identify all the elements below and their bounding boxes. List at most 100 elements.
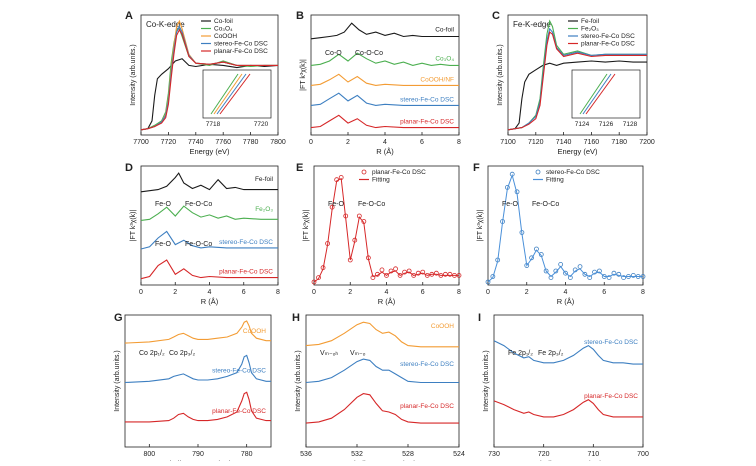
panel-h-ylabel: Intensity (arb.units.) <box>295 350 302 411</box>
panel-f: F 0 2 4 6 8 R (Å) |FT k³χ(k)| stereo-Fe-Co DSCFi… <box>473 162 646 306</box>
panel-e-ylabel: |FT k³χ(k)| <box>303 209 310 241</box>
panel-f-data-point <box>587 275 593 281</box>
panel-b-series-line <box>310 73 459 86</box>
panel-f-data-point <box>616 271 622 277</box>
panel-h-series-label: planar-Fe-Co DSC <box>400 403 454 410</box>
panel-e-data-point <box>406 268 412 274</box>
panel-d-series-line <box>140 172 278 193</box>
panel-h-letter: H <box>292 312 300 324</box>
panel-b-series-label: Co-foil <box>435 26 454 33</box>
panel-c-legend-label: Fe-foil <box>581 18 600 25</box>
panel-b-annotation: Co-O-Co <box>355 50 383 57</box>
panel-b-letter: B <box>296 10 304 22</box>
panel-e-legend-label: planar-Fe-Co DSC <box>372 169 426 176</box>
panel-d-series-label: Fe₂O₃ <box>255 206 273 213</box>
panel-c-inset-tick-label: 7128 <box>623 121 638 128</box>
panel-c-xtick-label: 7140 <box>556 139 572 146</box>
panel-h-annotation: Vₘ₋ₒₕ <box>320 350 338 357</box>
panel-i-series-label: planar-Fe-Co DSC <box>584 393 638 400</box>
panel-i-series-line <box>493 399 643 418</box>
panel-f-letter: F <box>473 162 480 174</box>
panel-c-inset-line <box>585 73 616 115</box>
panel-b-xtick-label: 8 <box>457 139 461 146</box>
panel-f-data-point <box>558 261 564 267</box>
panel-a-series-line <box>140 58 279 131</box>
panel-e-data-point <box>443 271 448 277</box>
panel-f-legend-label: stereo-Fe-Co DSC <box>546 169 600 176</box>
panel-a-legend-label: planar-Fe-Co DSC <box>214 48 268 55</box>
panel-d-frame <box>140 165 279 286</box>
panel-a-letter: A <box>125 10 133 22</box>
panel-d-annotation: Fe-O-Co <box>185 201 212 208</box>
panel-h: H536532528524Binding Energy (eV)Intensit… <box>292 312 465 466</box>
panel-e-xtick-label: 4 <box>385 289 389 296</box>
panel-a-xtick-label: 7720 <box>161 139 177 146</box>
panel-c: C 7100 7120 7140 7160 7180 7200 Energy (eV) Inte… <box>492 10 655 156</box>
panel-h-series-label: stereo-Fe-Co DSC <box>400 361 454 368</box>
panel-b-series-label: CoOOH/NF <box>420 76 454 83</box>
panel-f-annotation: Fe-O <box>502 201 519 208</box>
panel-e-data-point <box>384 272 389 278</box>
panel-e-xtick-label: 8 <box>457 289 461 296</box>
panel-a-legend-label: Co-foil <box>214 18 233 25</box>
panel-a: A 7700 7720 7740 7760 7780 7800 Energy (eV) Inte… <box>125 10 286 156</box>
panel-h-series-line <box>305 321 459 348</box>
panel-g-xtick-label: 780 <box>241 451 253 458</box>
panel-f-data-point <box>592 269 597 275</box>
panel-a-ylabel: Intensity (arb.units.) <box>130 44 137 105</box>
panel-e-data-point <box>379 267 385 273</box>
panel-a-inset-line <box>219 73 251 115</box>
panel-b-series-line <box>310 52 459 66</box>
panel-a-inset-line <box>216 73 247 115</box>
panel-e-data-point <box>311 279 317 285</box>
panel-e: E 0 2 4 6 8 R (Å) |FT k³χ(k)| planar-Fe-Co DSCFi… <box>296 162 462 306</box>
panel-e-xtick-label: 6 <box>421 289 425 296</box>
panel-d-xlabel: R (Å) <box>201 297 219 306</box>
panel-d-series-label: stereo-Fe-Co DSC <box>219 239 273 246</box>
panel-a-series-line <box>140 28 278 131</box>
panel-e-legend-marker <box>361 169 367 175</box>
panel-h-series-line <box>305 393 459 424</box>
panel-f-data-point <box>606 275 612 281</box>
panel-e-letter: E <box>296 162 303 174</box>
panel-g-xtick-label: 800 <box>143 451 155 458</box>
panel-e-data-point <box>397 272 403 278</box>
panel-f-xtick-label: 6 <box>602 289 606 296</box>
panel-a-legend-label: Co₃O₄ <box>214 26 233 33</box>
panel-h-xtick-label: 528 <box>402 451 414 458</box>
panel-a-inset-line <box>213 73 243 115</box>
panel-a-title: Co-K-edge <box>146 20 185 29</box>
panel-g-series-label: stereo-Fe-Co DSC <box>212 367 266 374</box>
panel-g-letter: G <box>114 312 123 324</box>
panel-d-annotation: Fe-O-Co <box>185 241 212 248</box>
panel-f-data-point <box>553 268 559 274</box>
panel-g-series-label: CoOOH <box>243 328 266 335</box>
panel-i-series-label: stereo-Fe-Co DSC <box>584 339 638 346</box>
panel-c-xtick-label: 7200 <box>639 139 655 146</box>
panel-c-frame <box>507 14 648 136</box>
panel-h-frame <box>305 314 460 448</box>
panel-d-annotation: Fe-O <box>155 241 172 248</box>
panel-e-series-line <box>313 177 459 283</box>
panel-e-data-point <box>316 275 321 281</box>
panel-f-data-point <box>548 275 554 281</box>
panel-c-series-line <box>507 27 647 131</box>
panel-i: I730720710700Binding Energy (eV)Intensit… <box>478 312 649 466</box>
panel-f-data-point <box>543 268 549 274</box>
panel-d-xtick-label: 8 <box>276 289 280 296</box>
panel-f-data-point <box>611 270 617 276</box>
panel-g-series-line <box>124 320 271 344</box>
panel-e-legend-label: Fitting <box>372 177 390 184</box>
panel-f-data-point <box>582 271 588 277</box>
panel-c-xtick-label: 7180 <box>611 139 627 146</box>
panel-g-ylabel: Intensity (arb.units.) <box>114 350 121 411</box>
panel-b-xtick-label: 2 <box>346 139 350 146</box>
panel-i-xtick-label: 700 <box>637 451 649 458</box>
panel-g-annotation: Co 2p₃/₂ <box>169 350 195 357</box>
panel-g-series-line <box>125 391 271 423</box>
panel-c-letter: C <box>492 10 500 22</box>
panel-e-xtick-label: 2 <box>348 289 352 296</box>
panel-e-data-point <box>393 266 398 272</box>
panel-f-data-point <box>567 275 573 281</box>
